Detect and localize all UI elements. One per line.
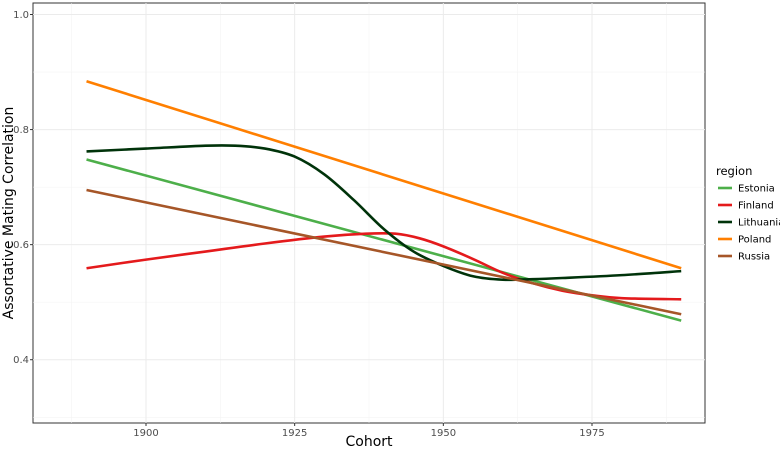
y-tick-label: 0.8 xyxy=(13,125,29,136)
series-lines xyxy=(86,80,682,322)
series-line-poland xyxy=(86,80,682,270)
legend-label: Finland xyxy=(738,201,774,212)
y-tick-label: 1.0 xyxy=(13,10,29,21)
legend: region Estonia Finland Lithuania Poland Russ… xyxy=(716,164,780,264)
grid-minor xyxy=(33,3,705,423)
legend-title: region xyxy=(716,164,752,178)
series-line-russia xyxy=(86,188,682,316)
legend-label: Lithuania xyxy=(738,218,780,229)
legend-label: Russia xyxy=(738,252,770,263)
x-axis-title: Cohort xyxy=(345,434,393,449)
x-tick-label: 1950 xyxy=(431,428,456,439)
y-tick-label: 0.6 xyxy=(13,240,29,251)
legend-label: Poland xyxy=(738,235,771,246)
y-axis-title: Assortative Mating Correlation xyxy=(1,107,17,320)
y-axis: 0.4 0.6 0.8 1.0 xyxy=(13,10,33,366)
grid-major xyxy=(33,3,705,423)
legend-label: Estonia xyxy=(738,184,775,195)
series-line-lithuania xyxy=(86,144,682,282)
x-tick-label: 1925 xyxy=(282,428,307,439)
x-tick-label: 1975 xyxy=(579,428,604,439)
x-tick-label: 1900 xyxy=(133,428,158,439)
y-tick-label: 0.4 xyxy=(13,355,29,366)
x-axis: 1900 1925 1950 1975 xyxy=(133,423,605,439)
